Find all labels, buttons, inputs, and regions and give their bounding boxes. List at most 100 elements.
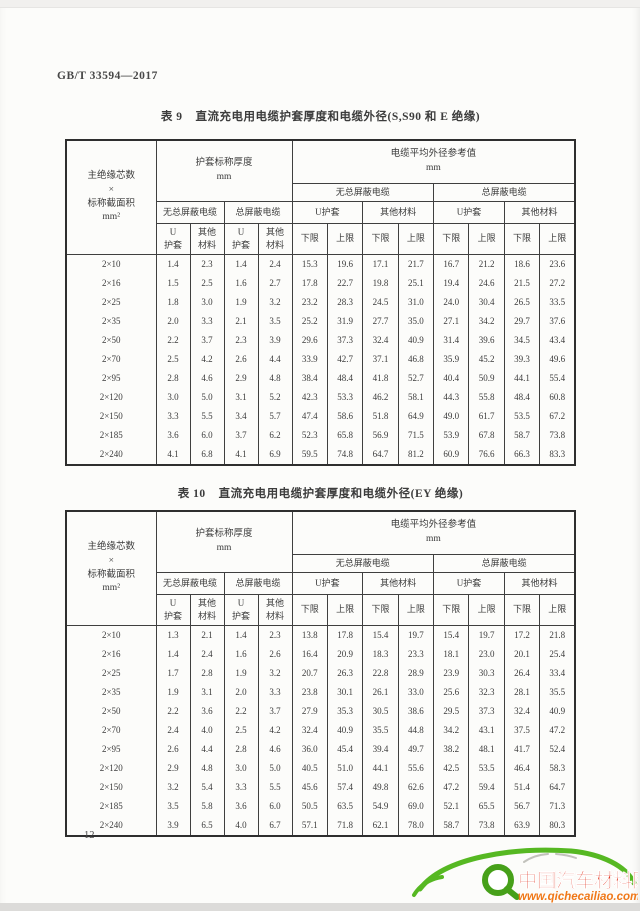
value-cell: 2.0	[155, 312, 191, 331]
header-upper-limit: 上限	[397, 223, 435, 255]
value-cell: 3.7	[189, 331, 225, 350]
value-cell: 37.3	[468, 702, 505, 721]
header-u-sheath: U 护套	[223, 223, 259, 255]
value-cell: 28.3	[326, 293, 364, 312]
value-cell: 38.2	[433, 740, 470, 759]
value-cell: 5.0	[257, 759, 293, 778]
value-cell: 60.8	[539, 388, 576, 407]
value-cell: 3.7	[223, 426, 259, 445]
header-u-sheath: U 护套	[155, 594, 191, 626]
header-shielded: 总屏蔽电缆	[433, 554, 576, 573]
value-cell: 46.4	[503, 759, 541, 778]
table-row: 2×16 1.4 2.4 1.6 2.6 16.4 20.9 18.3 23.3 18.1 23.0…	[65, 645, 576, 664]
value-cell: 51.0	[326, 759, 364, 778]
value-cell: 3.5	[257, 312, 293, 331]
value-cell: 24.6	[468, 274, 505, 293]
header-lower-limit: 下限	[503, 223, 541, 255]
table-row: 2×70 2.5 4.2 2.6 4.4 33.9 42.7 37.1 46.8 35.9 45.2…	[65, 350, 576, 369]
value-cell: 3.3	[155, 407, 191, 426]
table-row: 2×120 2.9 4.8 3.0 5.0 40.5 51.0 44.1 55.6 42.5 53.…	[65, 759, 576, 778]
value-cell: 19.7	[468, 625, 505, 645]
value-cell: 2.1	[189, 625, 225, 645]
value-cell: 25.6	[433, 683, 470, 702]
value-cell: 27.7	[362, 312, 399, 331]
value-cell: 21.5	[503, 274, 541, 293]
header-shielded: 总屏蔽电缆	[223, 572, 293, 595]
header-u-sheath: U护套	[291, 201, 364, 224]
value-cell: 65.5	[468, 797, 505, 816]
value-cell: 49.0	[433, 407, 470, 426]
value-cell: 18.6	[503, 254, 541, 274]
watermark-site-name: 中国汽车材料网	[518, 869, 638, 892]
value-cell: 35.5	[539, 683, 576, 702]
header-sheath-thickness: 护套标称厚度 mm	[155, 139, 293, 202]
spec-cell: 2×10	[65, 625, 157, 645]
value-cell: 37.5	[503, 721, 541, 740]
value-cell: 2.7	[257, 274, 293, 293]
value-cell: 37.1	[362, 350, 399, 369]
value-cell: 2.6	[257, 645, 293, 664]
value-cell: 40.9	[326, 721, 364, 740]
value-cell: 6.5	[189, 816, 225, 836]
value-cell: 2.3	[189, 254, 225, 274]
value-cell: 33.4	[539, 664, 576, 683]
value-cell: 4.0	[223, 816, 259, 836]
value-cell: 45.6	[291, 778, 328, 797]
value-cell: 2.5	[155, 350, 191, 369]
value-cell: 4.0	[189, 721, 225, 740]
value-cell: 52.3	[291, 426, 328, 445]
table10-caption-title: 直流充电用电缆护套厚度和电缆外径(EY 绝缘)	[218, 488, 464, 500]
table-row: 2×70 2.4 4.0 2.5 4.2 32.4 40.9 35.5 44.8 34.2 43.1…	[65, 721, 576, 740]
value-cell: 32.4	[291, 721, 328, 740]
value-cell: 31.0	[397, 293, 435, 312]
value-cell: 40.9	[397, 331, 435, 350]
value-cell: 2.4	[257, 254, 293, 274]
table-row: 2×25 1.7 2.8 1.9 3.2 20.7 26.3 22.8 28.9 23.9 30.3…	[65, 664, 576, 683]
value-cell: 1.5	[155, 274, 191, 293]
value-cell: 42.7	[326, 350, 364, 369]
value-cell: 55.6	[397, 759, 435, 778]
value-cell: 40.9	[539, 702, 576, 721]
value-cell: 51.8	[362, 407, 399, 426]
header-lower-limit: 下限	[503, 594, 541, 626]
header-shielded: 总屏蔽电缆	[223, 201, 293, 224]
header-other-material: 其他 材料	[257, 223, 293, 255]
table-row: 2×16 1.5 2.5 1.6 2.7 17.8 22.7 19.8 25.1 19.4 24.6…	[65, 274, 576, 293]
spec-cell: 2×35	[65, 683, 157, 702]
value-cell: 19.4	[433, 274, 470, 293]
value-cell: 5.0	[189, 388, 225, 407]
value-cell: 56.7	[503, 797, 541, 816]
table9-caption-label: 表 9	[160, 111, 183, 123]
watermark-logo: 中国汽车材料网 www.qichecailiao.com	[406, 845, 638, 905]
header-cores-section: 主绝缘芯数 × 标称截面积 mm²	[65, 139, 157, 255]
value-cell: 2.3	[257, 625, 293, 645]
value-cell: 5.7	[257, 407, 293, 426]
value-cell: 76.6	[468, 445, 505, 465]
value-cell: 44.3	[433, 388, 470, 407]
spec-cell: 2×150	[65, 407, 157, 426]
value-cell: 48.4	[326, 369, 364, 388]
spec-cell: 2×50	[65, 702, 157, 721]
value-cell: 63.9	[503, 816, 541, 836]
value-cell: 23.3	[397, 645, 435, 664]
value-cell: 52.7	[397, 369, 435, 388]
value-cell: 23.9	[433, 664, 470, 683]
header-other-material: 其他 材料	[189, 594, 225, 626]
value-cell: 27.9	[291, 702, 328, 721]
value-cell: 42.3	[291, 388, 328, 407]
table-row: 2×185 3.5 5.8 3.6 6.0 50.5 63.5 54.9 69.0 52.1 65.…	[65, 797, 576, 816]
spec-cell: 2×185	[65, 797, 157, 816]
value-cell: 40.5	[291, 759, 328, 778]
value-cell: 3.0	[223, 759, 259, 778]
value-cell: 63.5	[326, 797, 364, 816]
value-cell: 13.8	[291, 625, 328, 645]
table-row: 2×150 3.3 5.5 3.4 5.7 47.4 58.6 51.8 64.9 49.0 61.…	[65, 407, 576, 426]
header-other-material: 其他 材料	[189, 223, 225, 255]
value-cell: 53.3	[326, 388, 364, 407]
value-cell: 49.6	[539, 350, 576, 369]
header-sheath-thickness: 护套标称厚度 mm	[155, 510, 293, 573]
value-cell: 19.7	[397, 625, 435, 645]
value-cell: 5.8	[189, 797, 225, 816]
value-cell: 3.3	[223, 778, 259, 797]
value-cell: 35.5	[362, 721, 399, 740]
